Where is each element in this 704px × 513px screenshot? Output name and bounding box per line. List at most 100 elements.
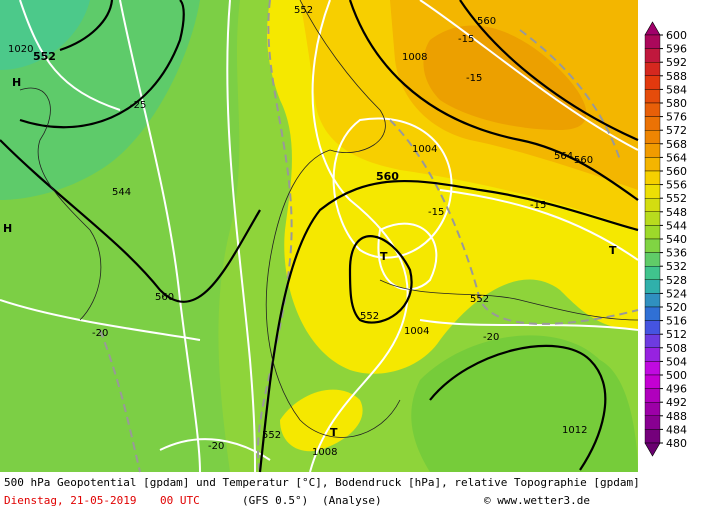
footer-caption: 500 hPa Geopotential [gpdam] und Tempera…	[4, 476, 640, 489]
map-label: 564	[554, 151, 573, 162]
field-568	[423, 25, 587, 130]
isotherm	[377, 222, 438, 291]
colorbar-label: 492	[666, 396, 687, 409]
map-label: 552	[470, 294, 489, 305]
colorbar-cell	[644, 34, 661, 49]
thickness-line	[256, 0, 293, 473]
map-label: H	[3, 222, 12, 235]
thickness-line	[389, 119, 639, 325]
colorbar-cell	[644, 170, 661, 185]
colorbar-label: 508	[666, 342, 687, 355]
map-label: 552	[360, 311, 379, 322]
field-556-south	[280, 389, 363, 452]
map-label: -20	[208, 441, 224, 452]
colorbar-label: 504	[666, 355, 687, 368]
colorbar-label: 520	[666, 301, 687, 314]
colorbar-label: 556	[666, 179, 687, 192]
colorbar-cell	[644, 89, 661, 104]
colorbar-cell	[644, 402, 661, 417]
pressure-line	[429, 344, 607, 471]
coastline	[265, 0, 401, 438]
colorbar-label: 600	[666, 29, 687, 42]
colorbar-label: 552	[666, 192, 687, 205]
pressure-line	[348, 235, 413, 324]
map-labels: 1020552HH-25544560-20-205521008TT5521004…	[3, 5, 617, 458]
colorbar-label: 500	[666, 369, 687, 382]
colorbar-cell	[644, 48, 661, 63]
map-label: T	[380, 250, 388, 263]
colorbar-label: 580	[666, 97, 687, 110]
colorbar-cell	[644, 184, 661, 199]
map-label: 560	[574, 155, 593, 166]
map-label: 1004	[412, 144, 437, 155]
colorbar-label: 536	[666, 247, 687, 260]
thickness-line	[519, 29, 621, 161]
colorbar-cell	[644, 374, 661, 389]
colorbar-cell	[644, 129, 661, 144]
colorbar-cell	[644, 238, 661, 253]
map-label: 560	[477, 16, 496, 27]
map-label: 552	[262, 430, 281, 441]
colorbar-label: 548	[666, 206, 687, 219]
colorbar-cell	[644, 143, 661, 158]
colorbar-arrow-bottom	[644, 442, 661, 457]
isotherm	[332, 117, 453, 259]
geopotential-line	[59, 0, 114, 52]
geopotential-line	[348, 0, 639, 201]
map-label: T	[330, 426, 338, 439]
map-label: 552	[294, 5, 313, 16]
thickness-lines	[99, 0, 639, 473]
colorbar-cell	[644, 279, 661, 294]
map-label: 552	[33, 50, 56, 63]
colorbar-cell	[644, 266, 661, 281]
colorbar-label: 524	[666, 287, 687, 300]
isotherm	[119, 0, 201, 473]
colorbar-label: 528	[666, 274, 687, 287]
isotherm	[419, 0, 639, 151]
footer-time: 00 UTC	[160, 494, 200, 507]
colorbar-label: 584	[666, 83, 687, 96]
map-label: -15	[458, 34, 474, 45]
colorbar-label: 560	[666, 165, 687, 178]
footer: 500 hPa Geopotential [gpdam] und Tempera…	[4, 476, 640, 507]
colorbar-cell	[644, 225, 661, 240]
colorbar-label: 576	[666, 111, 687, 124]
map-label: 560	[155, 292, 174, 303]
isotherm	[159, 438, 271, 461]
map-label: -15	[466, 73, 482, 84]
colorbar-cell	[644, 116, 661, 131]
colorbar-label: 540	[666, 233, 687, 246]
colorbar-cell	[644, 197, 661, 212]
colorbar-label: 592	[666, 56, 687, 69]
colorbar-cell	[644, 334, 661, 349]
isotherms	[0, 0, 639, 473]
map-label: -20	[483, 332, 499, 343]
colorbar-label: 572	[666, 124, 687, 137]
colorbar-cell	[644, 347, 661, 362]
colorbar-cell	[644, 62, 661, 77]
colorbar-label: 480	[666, 437, 687, 450]
map-label: 1008	[312, 447, 337, 458]
coastlines	[19, 0, 639, 438]
colorbar-cell	[644, 415, 661, 430]
footer-model: (GFS 0.5°)	[242, 494, 308, 507]
map: 1020552HH-25544560-20-205521008TT5521004…	[0, 0, 639, 473]
geopotential-line	[19, 0, 185, 129]
colorbar-cell	[644, 361, 661, 376]
colorbar-cell	[644, 157, 661, 172]
footer-date: Dienstag, 21-05-2019	[4, 494, 136, 507]
footer-analysis: (Analyse)	[322, 494, 382, 507]
colorbar-label: 516	[666, 315, 687, 328]
colorbar-label: 532	[666, 260, 687, 273]
map-label: 544	[112, 187, 131, 198]
colorbar-label: 596	[666, 43, 687, 56]
colorbar-cell	[644, 252, 661, 267]
colorbar-cell	[644, 429, 661, 444]
colorbar-arrow-top	[644, 21, 661, 36]
colorbar-label: 484	[666, 423, 687, 436]
colorbar-cell	[644, 293, 661, 308]
map-label: -15	[530, 200, 546, 211]
map-label: -25	[130, 100, 146, 111]
